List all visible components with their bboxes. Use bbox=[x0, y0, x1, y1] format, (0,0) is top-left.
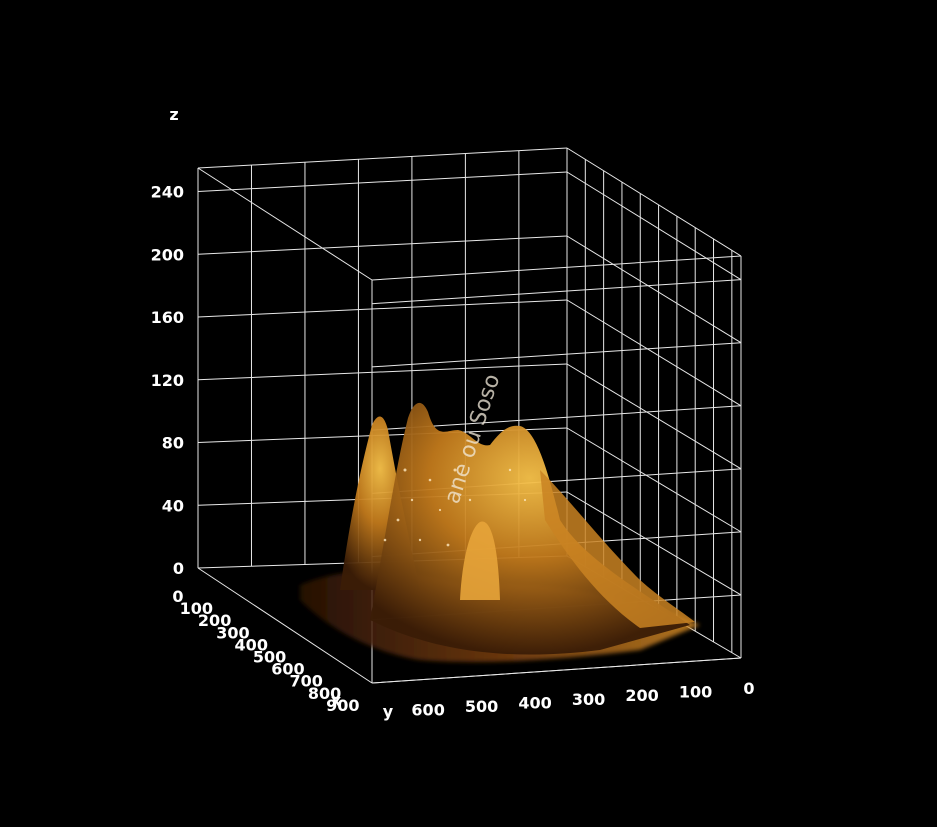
y-tick-label: 500 bbox=[465, 697, 498, 716]
z-tick-label: 160 bbox=[151, 308, 184, 327]
x-tick-label: 200 bbox=[198, 611, 231, 630]
box-edge bbox=[566, 147, 742, 257]
z-grid-line bbox=[566, 363, 742, 470]
surface-right-slope bbox=[540, 470, 695, 628]
axis-labels: z x y bbox=[169, 105, 393, 721]
x-tick-label: 0 bbox=[172, 587, 183, 606]
z-grid-line bbox=[371, 342, 742, 368]
z-tick-label: 0 bbox=[173, 559, 184, 578]
box-edge bbox=[197, 167, 373, 281]
x-tick-label: 500 bbox=[253, 648, 286, 667]
box-edge bbox=[371, 255, 742, 281]
x-tick-label: 400 bbox=[235, 635, 268, 654]
x-tick-label: 800 bbox=[308, 684, 341, 703]
z-grid-line bbox=[197, 299, 568, 318]
z-tick-label: 200 bbox=[151, 245, 184, 264]
surface-front-bump bbox=[460, 521, 500, 600]
z-tick-label: 240 bbox=[151, 183, 184, 202]
z-grid-line bbox=[371, 657, 742, 684]
y-axis-label: y bbox=[383, 702, 394, 721]
z-grid-line bbox=[371, 279, 742, 305]
z-axis-label: z bbox=[169, 105, 178, 124]
y-tick-label: 600 bbox=[411, 701, 444, 720]
y-tick-label: 0 bbox=[743, 679, 754, 698]
z-grid-line bbox=[566, 299, 742, 407]
x-tick-label: 100 bbox=[180, 599, 213, 618]
z-grid-line bbox=[197, 363, 568, 381]
z-grid-line bbox=[566, 427, 742, 533]
x-axis-label: x bbox=[331, 691, 342, 710]
z-grid-line bbox=[197, 171, 568, 193]
y-tick-label: 200 bbox=[625, 686, 658, 705]
z-grid-line bbox=[197, 235, 568, 255]
z-grid-line bbox=[566, 491, 742, 596]
axis-ticks: 0408012016020024001002003004005006007008… bbox=[151, 183, 755, 720]
x-tick-label: 300 bbox=[216, 623, 249, 642]
y-tick-label: 100 bbox=[679, 683, 712, 702]
z-grid-line bbox=[566, 171, 742, 281]
z-tick-label: 80 bbox=[162, 434, 184, 453]
z-tick-label: 40 bbox=[162, 496, 184, 515]
surface-speckles bbox=[383, 468, 527, 547]
y-tick-label: 400 bbox=[518, 693, 551, 712]
y-tick-label: 300 bbox=[572, 690, 605, 709]
z-grid-line bbox=[566, 235, 742, 344]
box-edge bbox=[197, 147, 568, 169]
x-tick-label: 600 bbox=[271, 660, 304, 679]
x-tick-label: 700 bbox=[290, 672, 323, 691]
x-tick-label: 900 bbox=[326, 696, 359, 715]
z-tick-label: 120 bbox=[151, 371, 184, 390]
box-edge bbox=[197, 567, 373, 684]
